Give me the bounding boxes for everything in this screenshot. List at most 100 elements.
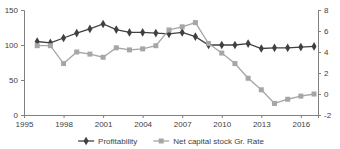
series-marker [285, 97, 290, 102]
x-axis-tick-label: 2013 [253, 120, 271, 129]
legend-marker [159, 139, 164, 144]
series-marker [246, 39, 251, 48]
series-marker [180, 24, 185, 29]
x-axis-tick: 1998 [55, 115, 73, 129]
y-axis-line [21, 11, 25, 116]
series-marker [272, 43, 277, 52]
series-group [35, 20, 317, 106]
series-marker [127, 47, 132, 52]
y-axis-tick-label: 150 [5, 6, 19, 15]
y2-axis-tick: 0 [318, 90, 329, 99]
x-axis-tick: 2007 [174, 115, 192, 129]
x-axis-tick-label: 2007 [174, 120, 192, 129]
series-marker [219, 51, 224, 56]
y-axis-tick: 100 [5, 41, 24, 50]
y-axis-tick-mark [21, 80, 24, 81]
series-marker [74, 29, 79, 38]
x-axis-tick-mark [64, 115, 65, 118]
series-marker [127, 28, 132, 37]
series-marker [298, 94, 303, 99]
series-marker [232, 41, 237, 50]
series-marker [180, 28, 185, 37]
series-marker [101, 55, 106, 60]
series-line [37, 23, 314, 104]
chart: 1995 1998 2001 2004 2007 2010 2013 2016 0 50 100 15… [0, 0, 340, 149]
y2-axis-tick-mark [318, 31, 321, 32]
x-axis-tick: 2004 [134, 115, 152, 129]
y2-axis-tick: -2 [318, 111, 332, 120]
series-marker [246, 76, 251, 81]
x-axis-tick: 2001 [95, 115, 113, 129]
series-marker [219, 41, 224, 50]
x-axis-tick-mark [222, 115, 223, 118]
series-marker [259, 44, 264, 53]
x-axis-tick-mark [301, 115, 302, 118]
series-marker [61, 61, 66, 66]
y-axis-tick-mark [21, 10, 24, 11]
legend-item: Profitability [78, 137, 137, 146]
series-marker [206, 41, 211, 46]
series-marker [285, 43, 290, 52]
y-axis-tick-mark [21, 45, 24, 46]
x-axis-tick-label: 1998 [55, 120, 73, 129]
y2-axis-tick: 2 [318, 69, 329, 78]
series-marker [193, 32, 198, 41]
series-marker [101, 20, 106, 29]
series-marker [193, 20, 198, 25]
series-marker [114, 45, 119, 50]
x-axis-tick: 2010 [213, 115, 231, 129]
series-marker [153, 43, 158, 48]
y2-axis-tick: 6 [318, 27, 329, 36]
series-marker [114, 25, 119, 34]
x-axis-tick-mark [182, 115, 183, 118]
y2-axis-tick: 4 [318, 48, 329, 57]
series-marker [48, 43, 53, 48]
series-marker [167, 27, 172, 32]
y-axis-tick-mark [21, 115, 24, 116]
y2-axis-tick-mark [318, 115, 321, 116]
y2-axis-tick-mark [318, 94, 321, 95]
y2-axis-tick-label: 2 [324, 69, 329, 78]
y2-axis-tick-label: 6 [324, 27, 329, 36]
series-marker [140, 28, 145, 37]
x-axis-tick-label: 2016 [292, 120, 310, 129]
x-axis: 1995 1998 2001 2004 2007 2010 2013 2016 [16, 115, 319, 129]
series-marker [140, 46, 145, 51]
series-marker [61, 34, 66, 43]
series-marker [259, 87, 264, 92]
series-marker [312, 92, 317, 97]
legend-marker [84, 137, 89, 146]
x-axis-line [25, 116, 319, 119]
y-axis-tick-label: 0 [14, 111, 19, 120]
y2-axis-line [319, 11, 322, 116]
y-axis-tick-label: 50 [9, 76, 18, 85]
series-marker [232, 61, 237, 66]
series-line [37, 24, 314, 49]
x-axis-tick-mark [261, 115, 262, 118]
series-marker [87, 25, 92, 34]
plot-area: 1995 1998 2001 2004 2007 2010 2013 2016 0 50 100 15… [5, 6, 332, 129]
series-marker [206, 41, 211, 50]
series-marker [298, 43, 303, 52]
y-axis-tick-label: 100 [5, 41, 19, 50]
series-marker [35, 43, 40, 48]
x-axis-tick: 2013 [253, 115, 271, 129]
x-axis-tick: 2016 [292, 115, 310, 129]
legend-item: Net capital stock Gr. Rate [153, 137, 264, 146]
y2-axis-tick-label: 0 [324, 90, 329, 99]
y2-axis-tick-mark [318, 52, 321, 53]
x-axis-tick-label: 2010 [213, 120, 231, 129]
y2-axis-tick-label: 8 [324, 6, 329, 15]
y2-axis-tick-label: 4 [324, 48, 329, 57]
y-axis-tick: 0 [14, 111, 24, 120]
y-axis: 0 50 100 150 [5, 6, 25, 120]
series-marker [48, 39, 53, 48]
series-marker [312, 42, 317, 51]
y2-axis-tick-mark [318, 10, 321, 11]
x-axis-tick-mark [103, 115, 104, 118]
y2-axis-tick: 8 [318, 6, 329, 15]
x-axis-tick-label: 1995 [16, 120, 34, 129]
series-marker [87, 52, 92, 57]
y2-axis-tick-mark [318, 73, 321, 74]
y-axis-tick: 50 [9, 76, 24, 85]
